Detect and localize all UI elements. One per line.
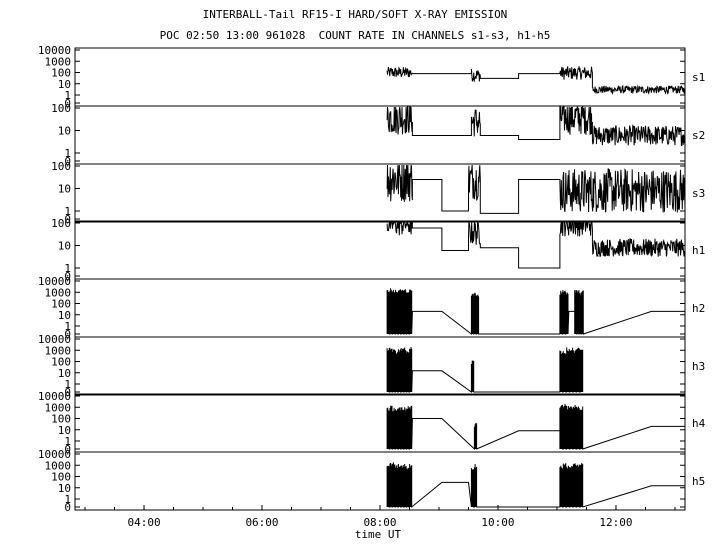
y-tick-label: 0 (64, 443, 71, 456)
panel-s3: 100 10 10 s3 (51, 160, 705, 226)
y-tick-label: 0 (64, 501, 71, 514)
y-tick-label: 10000 (38, 390, 71, 403)
y-tick-label: 1 (64, 435, 71, 448)
y-tick-label: 1 (64, 147, 71, 160)
channel-label-h4: h4 (692, 417, 706, 430)
panel-frame (74, 451, 686, 511)
panel-frame (74, 336, 686, 396)
y-tick-label: 1 (64, 205, 71, 218)
panels-group: 1000010001001010s11001010s21001010s31001… (38, 44, 706, 514)
x-tick-label: 04:00 (127, 516, 160, 529)
y-tick-label: 100 (51, 356, 71, 369)
chart-subtitle: POC 02:50 13:00 961028 COUNT RATE IN CHA… (159, 29, 551, 42)
y-tick-label: 100 (51, 102, 71, 115)
channel-label-s1: s1 (692, 71, 705, 84)
y-tick-label: 100 (51, 471, 71, 484)
y-tick-label: 10 (58, 482, 71, 495)
x-tick-label: 10:00 (481, 516, 514, 529)
y-tick-label: 1000 (45, 344, 72, 357)
series-line-h2 (386, 288, 685, 336)
panel-frame (74, 393, 686, 453)
y-tick-label: 0 (64, 97, 71, 110)
x-tick-label: 12:00 (599, 516, 632, 529)
y-tick-label: 1 (64, 378, 71, 391)
y-tick-label: 1000 (45, 401, 72, 414)
y-tick-label: 100 (51, 160, 71, 173)
y-tick-label: 1000 (45, 55, 72, 68)
y-tick-label: 0 (64, 155, 71, 168)
y-tick-label: 10000 (38, 333, 71, 346)
y-tick-label: 10 (58, 424, 71, 437)
y-tick-label: 100 (51, 217, 71, 230)
series-line-s2 (386, 105, 686, 147)
y-tick-label: 100 (51, 413, 71, 426)
y-tick-label: 10 (58, 78, 71, 91)
y-tick-label: 0 (64, 270, 71, 283)
x-tick-label: 08:00 (363, 516, 396, 529)
y-tick-label: 10 (58, 367, 71, 380)
channel-label-h1: h1 (692, 244, 705, 257)
series-line-h5 (386, 462, 685, 509)
series-line-h1 (386, 220, 686, 269)
y-tick-label: 10000 (38, 275, 71, 288)
channel-label-h2: h2 (692, 302, 705, 315)
y-tick-label: 1 (64, 262, 71, 275)
y-tick-label: 0 (64, 213, 71, 226)
y-tick-label: 10 (58, 125, 71, 138)
y-tick-label: 100 (51, 298, 71, 311)
y-tick-label: 10 (58, 240, 71, 253)
chart-title: INTERBALL-Tail RF15-I HARD/SOFT X-RAY EM… (202, 8, 508, 21)
y-tick-label: 1 (64, 320, 71, 333)
y-tick-label: 10000 (38, 448, 71, 461)
y-tick-label: 10 (58, 183, 71, 196)
series-line-h4 (386, 403, 685, 451)
panel-s2: 100 10 10 s2 (51, 102, 705, 168)
y-tick-label: 0 (64, 386, 71, 399)
channel-label-s2: s2 (692, 129, 705, 142)
series-line-s1 (386, 66, 686, 96)
y-tick-label: 1 (64, 89, 71, 102)
y-tick-label: 10000 (38, 44, 71, 57)
panel-frame (74, 47, 686, 107)
y-tick-label: 1000 (45, 459, 72, 472)
panel-h1: 100 10 10 h1 (51, 217, 705, 283)
series-line-s3 (386, 164, 686, 214)
x-tick-label: 06:00 (245, 516, 278, 529)
channel-label-s3: s3 (692, 187, 705, 200)
x-axis-label: time UT (355, 528, 402, 541)
y-tick-label: 100 (51, 67, 71, 80)
channel-label-h3: h3 (692, 360, 705, 373)
y-tick-label: 1000 (45, 286, 72, 299)
x-axis: 04:00 06:00 08:00 10:00 12:00 (84, 505, 676, 529)
channel-label-h5: h5 (692, 475, 705, 488)
y-tick-label: 10 (58, 309, 71, 322)
panel-frame (74, 278, 686, 338)
series-line-h3 (386, 346, 584, 393)
y-tick-label: 0 (64, 328, 71, 341)
y-tick-label: 1 (64, 493, 71, 506)
